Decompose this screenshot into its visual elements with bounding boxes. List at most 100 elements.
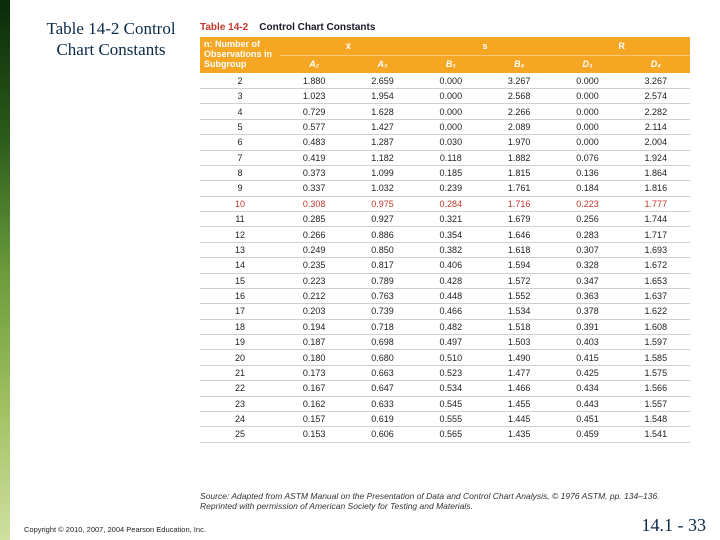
table-row: 31.0231.9540.0002.5680.0002.574 [200, 89, 690, 104]
cell-B3: 0.428 [417, 273, 485, 288]
cell-D3: 0.391 [553, 319, 621, 334]
cell-B3: 0.534 [417, 381, 485, 396]
cell-A3: 0.663 [348, 365, 416, 380]
cell-D3: 0.451 [553, 411, 621, 426]
cell-A3: 0.698 [348, 335, 416, 350]
cell-D4: 1.585 [622, 350, 690, 365]
table-body: 21.8802.6590.0003.2670.0003.26731.0231.9… [200, 73, 690, 442]
cell-B4: 1.445 [485, 411, 553, 426]
cell-A2: 0.337 [280, 181, 348, 196]
cell-B3: 0.448 [417, 288, 485, 303]
cell-B3: 0.000 [417, 89, 485, 104]
table-row: 170.2030.7390.4661.5340.3781.622 [200, 304, 690, 319]
cell-n: 11 [200, 212, 280, 227]
cell-D4: 1.622 [622, 304, 690, 319]
cell-B4: 1.518 [485, 319, 553, 334]
cell-D3: 0.328 [553, 258, 621, 273]
cell-A3: 0.718 [348, 319, 416, 334]
cell-B4: 2.089 [485, 119, 553, 134]
col-D4: D₄ [622, 55, 690, 73]
cell-A2: 0.203 [280, 304, 348, 319]
cell-B4: 1.552 [485, 288, 553, 303]
cell-B4: 2.266 [485, 104, 553, 119]
cell-A2: 0.153 [280, 427, 348, 442]
cell-A2: 0.266 [280, 227, 348, 242]
table-row: 130.2490.8500.3821.6180.3071.693 [200, 242, 690, 257]
cell-n: 13 [200, 242, 280, 257]
cell-B3: 0.482 [417, 319, 485, 334]
cell-D4: 1.717 [622, 227, 690, 242]
table-row: 200.1800.6800.5101.4900.4151.585 [200, 350, 690, 365]
cell-D3: 0.363 [553, 288, 621, 303]
cell-A2: 0.162 [280, 396, 348, 411]
cell-B4: 1.618 [485, 242, 553, 257]
col-n: n: Number of Observations in Subgroup [200, 37, 280, 73]
cell-A2: 0.419 [280, 150, 348, 165]
cell-D3: 0.415 [553, 350, 621, 365]
col-B4: B₄ [485, 55, 553, 73]
cell-n: 3 [200, 89, 280, 104]
cell-B4: 1.455 [485, 396, 553, 411]
cell-n: 21 [200, 365, 280, 380]
cell-n: 12 [200, 227, 280, 242]
table-row: 21.8802.6590.0003.2670.0003.267 [200, 73, 690, 88]
cell-A2: 0.285 [280, 212, 348, 227]
col-A3: A₃ [348, 55, 416, 73]
table-row: 90.3371.0320.2391.7610.1841.816 [200, 181, 690, 196]
cell-A3: 0.789 [348, 273, 416, 288]
cell-A3: 0.763 [348, 288, 416, 303]
cell-D4: 1.816 [622, 181, 690, 196]
cell-B3: 0.545 [417, 396, 485, 411]
cell-A2: 0.167 [280, 381, 348, 396]
cell-A2: 1.023 [280, 89, 348, 104]
cell-A2: 0.212 [280, 288, 348, 303]
cell-D4: 1.637 [622, 288, 690, 303]
cell-D3: 0.459 [553, 427, 621, 442]
cell-A3: 1.099 [348, 165, 416, 180]
cell-A2: 0.180 [280, 350, 348, 365]
cell-A3: 0.975 [348, 196, 416, 211]
cell-A2: 0.194 [280, 319, 348, 334]
cell-D4: 1.744 [622, 212, 690, 227]
cell-B3: 0.000 [417, 73, 485, 88]
cell-D3: 0.443 [553, 396, 621, 411]
cell-n: 9 [200, 181, 280, 196]
cell-A3: 0.680 [348, 350, 416, 365]
cell-n: 24 [200, 411, 280, 426]
cell-B4: 1.594 [485, 258, 553, 273]
cell-n: 17 [200, 304, 280, 319]
cell-n: 22 [200, 381, 280, 396]
caption-title: Control Chart Constants [259, 22, 375, 33]
cell-A2: 0.308 [280, 196, 348, 211]
cell-D3: 0.000 [553, 104, 621, 119]
cell-A3: 0.817 [348, 258, 416, 273]
cell-B3: 0.118 [417, 150, 485, 165]
cell-A3: 1.427 [348, 119, 416, 134]
cell-n: 2 [200, 73, 280, 88]
cell-B4: 1.572 [485, 273, 553, 288]
cell-B4: 1.435 [485, 427, 553, 442]
cell-D4: 2.114 [622, 119, 690, 134]
cell-D3: 0.223 [553, 196, 621, 211]
constants-table: n: Number of Observations in Subgroup x̅… [200, 37, 690, 443]
cell-B4: 1.970 [485, 135, 553, 150]
cell-n: 19 [200, 335, 280, 350]
cell-B4: 1.503 [485, 335, 553, 350]
cell-D4: 1.672 [622, 258, 690, 273]
cell-D4: 1.557 [622, 396, 690, 411]
cell-n: 8 [200, 165, 280, 180]
cell-B3: 0.565 [417, 427, 485, 442]
cell-B3: 0.406 [417, 258, 485, 273]
cell-A3: 1.287 [348, 135, 416, 150]
cell-B4: 1.815 [485, 165, 553, 180]
cell-A3: 1.032 [348, 181, 416, 196]
table-row: 240.1570.6190.5551.4450.4511.548 [200, 411, 690, 426]
table-row: 220.1670.6470.5341.4660.4341.566 [200, 381, 690, 396]
cell-D4: 1.693 [622, 242, 690, 257]
cell-B3: 0.354 [417, 227, 485, 242]
cell-A3: 1.182 [348, 150, 416, 165]
cell-A3: 1.954 [348, 89, 416, 104]
table-row: 180.1940.7180.4821.5180.3911.608 [200, 319, 690, 334]
table-row: 250.1530.6060.5651.4350.4591.541 [200, 427, 690, 442]
cell-D3: 0.000 [553, 135, 621, 150]
